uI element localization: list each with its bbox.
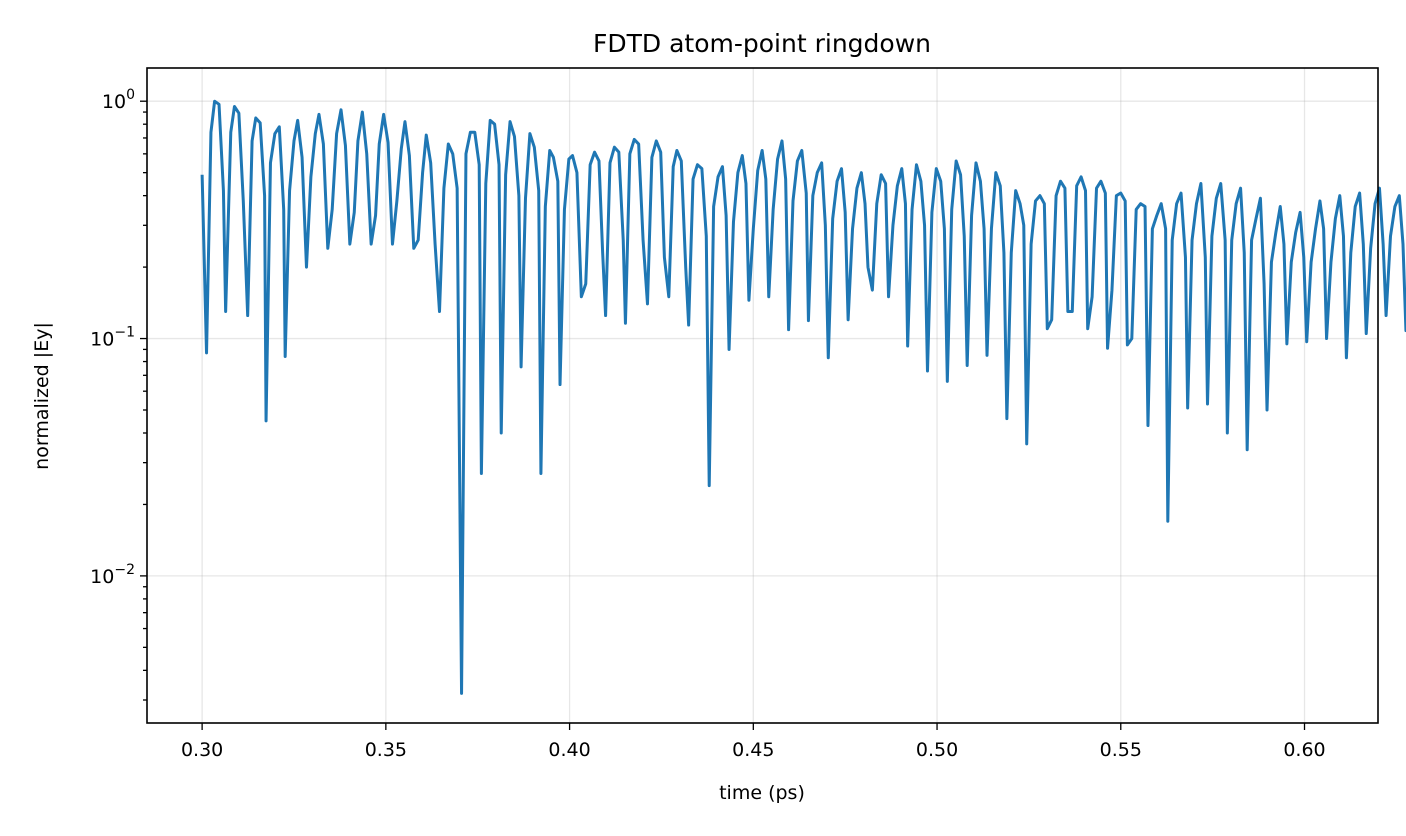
x-tick-label: 0.45 [732,739,774,761]
x-tick-label: 0.40 [548,739,590,761]
x-tick-label: 0.35 [365,739,407,761]
series-layer [200,99,1406,695]
y-tick-label: 10−1 [90,325,135,351]
chart-title: FDTD atom-point ringdown [593,29,931,58]
y-tick-label: 100 [102,87,135,113]
x-axis-ticks: 0.30 0.35 0.40 0.45 0.50 0.55 0.60 [181,723,1326,761]
x-tick-label: 0.50 [916,739,958,761]
x-axis-label: time (ps) [719,782,805,804]
y-axis-ticks: 10−2 10−1 100 [90,87,147,701]
x-tick-label: 0.60 [1283,739,1325,761]
y-tick-label: 10−2 [90,562,135,588]
y-axis-label: normalized |Ey| [31,322,53,470]
x-tick-label: 0.30 [181,739,223,761]
x-tick-label: 0.55 [1100,739,1142,761]
grid-lines [147,68,1378,723]
series-line [200,99,1406,695]
plot-frame [146,67,1379,724]
